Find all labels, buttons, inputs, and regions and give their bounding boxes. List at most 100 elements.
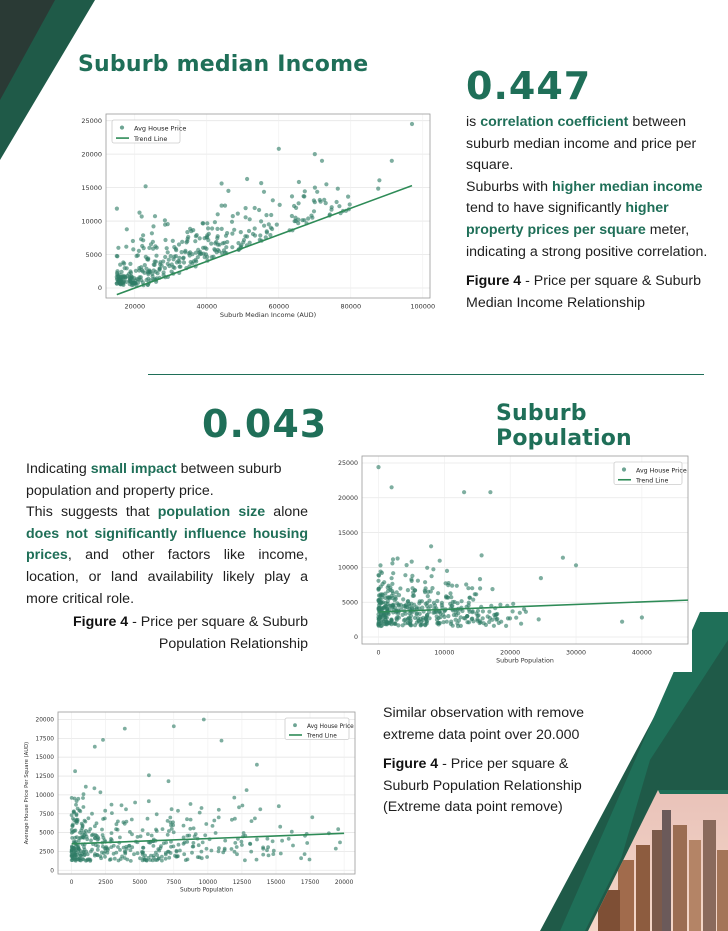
data-point: [71, 816, 75, 821]
data-point: [289, 829, 294, 834]
data-point: [139, 265, 144, 270]
data-point: [499, 619, 504, 624]
data-point: [240, 843, 244, 847]
data-point: [438, 611, 443, 616]
data-point: [391, 602, 396, 607]
data-point: [403, 605, 408, 610]
data-point: [139, 214, 144, 219]
income-scatter-chart: 0 5000 10000 15000 20000 25000 20000 40000 60000…: [66, 108, 436, 330]
data-point: [347, 202, 352, 207]
x-tick-label: 10000: [199, 880, 218, 886]
data-point: [296, 217, 301, 222]
data-point: [137, 268, 142, 273]
data-point: [206, 226, 211, 231]
data-point: [219, 181, 224, 186]
data-point: [115, 269, 120, 274]
data-point: [83, 819, 88, 824]
data-point: [238, 230, 243, 235]
data-point: [194, 259, 199, 264]
data-point: [378, 563, 383, 568]
x-tick-label: 40000: [196, 303, 217, 311]
data-point: [92, 744, 97, 749]
y-tick-label: 15000: [338, 530, 358, 537]
data-point: [182, 840, 187, 845]
data-point: [403, 617, 408, 622]
y-tick-label: 10000: [81, 217, 102, 225]
data-point: [140, 850, 144, 854]
data-point: [450, 623, 455, 628]
data-point: [306, 216, 311, 221]
data-point: [243, 215, 248, 220]
data-point: [401, 597, 406, 602]
data-point: [124, 807, 128, 812]
data-point: [145, 257, 150, 262]
data-point: [265, 848, 269, 853]
data-point: [270, 839, 275, 844]
data-point: [69, 796, 74, 800]
data-point: [383, 601, 388, 606]
data-point: [405, 588, 410, 593]
data-point: [122, 261, 127, 266]
data-point: [329, 207, 334, 212]
data-point: [150, 271, 155, 276]
data-point: [160, 854, 164, 859]
data-point: [114, 850, 119, 855]
data-point: [289, 194, 295, 199]
data-point: [477, 577, 483, 582]
data-point: [276, 804, 281, 809]
data-point: [292, 219, 297, 224]
data-point: [425, 565, 430, 570]
data-point: [385, 606, 390, 612]
data-point: [90, 847, 94, 852]
data-point: [154, 812, 159, 817]
data-point: [163, 254, 168, 260]
data-point: [278, 851, 283, 856]
data-point: [448, 591, 453, 596]
legend-label-trend: Trend Line: [635, 478, 668, 485]
data-point: [478, 586, 483, 591]
data-point: [140, 828, 145, 832]
data-point: [140, 269, 145, 274]
x-tick-label: 15000: [267, 880, 286, 886]
data-point: [109, 837, 113, 841]
data-point: [145, 816, 150, 821]
data-point: [245, 176, 250, 182]
data-point: [465, 620, 470, 625]
x-tick-label: 0: [376, 649, 380, 656]
data-point: [76, 845, 81, 849]
data-point: [262, 223, 267, 228]
data-point: [185, 230, 190, 235]
population-scatter-chart: 0 5000 10000 15000 20000 25000 0 10000 20000 3000…: [332, 450, 692, 672]
data-point: [155, 271, 160, 276]
data-point: [407, 621, 412, 626]
section-title-income: Suburb median Income: [78, 52, 369, 77]
data-point: [420, 617, 425, 622]
data-point: [435, 621, 440, 626]
data-point: [214, 239, 219, 245]
data-point: [487, 616, 492, 621]
data-point: [197, 236, 202, 241]
data-point: [183, 250, 188, 255]
data-point: [425, 600, 430, 605]
data-point: [148, 242, 154, 247]
data-point: [197, 252, 203, 257]
data-point: [100, 850, 104, 855]
data-point: [165, 819, 170, 823]
data-point: [346, 194, 351, 199]
data-point: [151, 844, 156, 848]
data-point: [82, 845, 86, 850]
trend-line: [116, 184, 413, 296]
data-point: [159, 263, 164, 268]
data-point: [102, 816, 107, 821]
data-point: [230, 817, 234, 822]
data-point: [165, 832, 170, 837]
data-point: [138, 834, 143, 839]
data-point: [414, 612, 419, 617]
data-point: [169, 827, 174, 831]
data-point: [170, 238, 175, 243]
data-point: [191, 844, 196, 849]
data-point: [102, 838, 107, 843]
data-point: [81, 796, 85, 800]
data-point: [103, 849, 108, 854]
data-point: [210, 226, 215, 231]
